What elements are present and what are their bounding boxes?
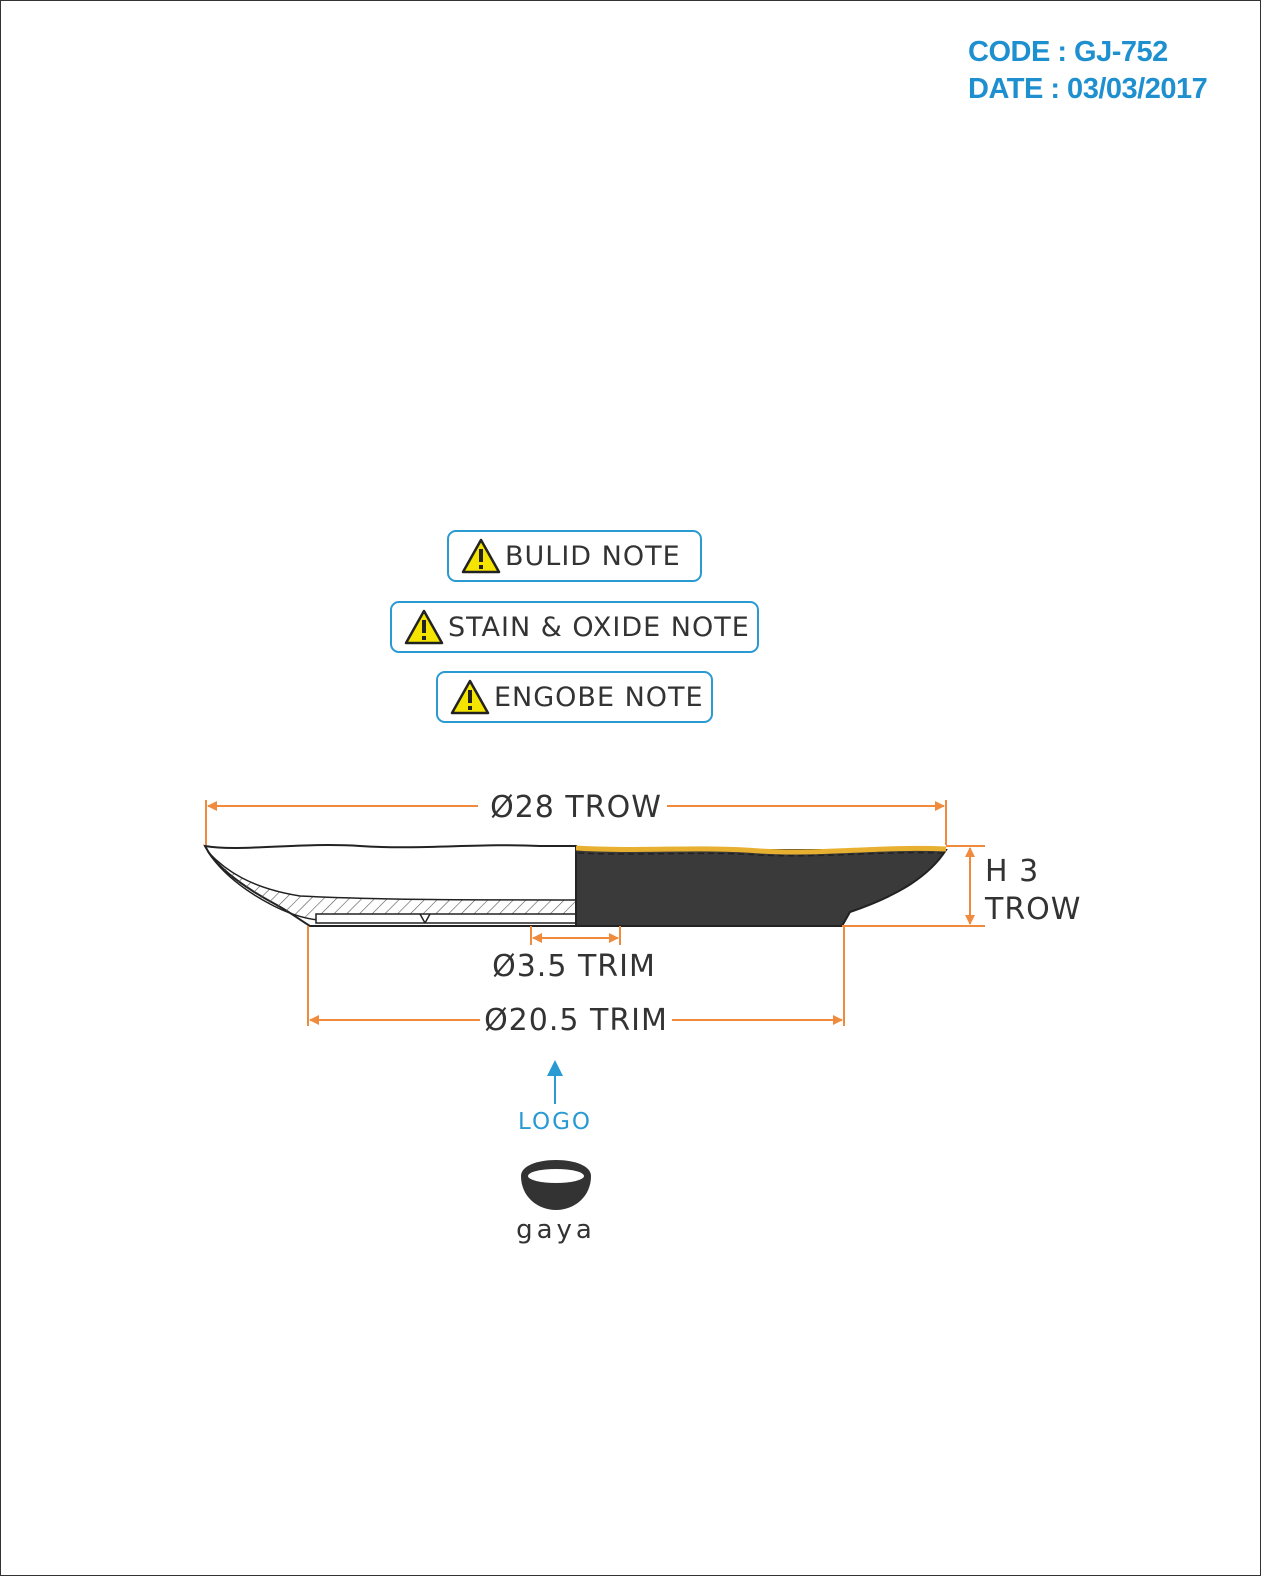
logo-callout: LOGO: [518, 1060, 592, 1135]
warning-icon: [450, 679, 490, 715]
plate-cross-section: [203, 844, 577, 927]
warning-icon: [404, 609, 444, 645]
title-block: CODE : GJ-752 DATE : 03/03/2017: [968, 34, 1208, 108]
dimension-height: H 3 TROW: [842, 845, 1081, 927]
plate-glazed-half: [575, 845, 948, 927]
height-label-line1: H 3: [985, 854, 1039, 889]
warning-icon: [461, 538, 501, 574]
drawing-date: DATE : 03/03/2017: [968, 73, 1208, 105]
arrow-up-icon: [547, 1060, 563, 1076]
top-diameter-label: Ø28 TROW: [490, 790, 662, 825]
dimension-base-diameter: Ø20.5 TRIM: [307, 926, 845, 1038]
brand-name: gaya: [516, 1215, 596, 1245]
dimension-top-diameter: Ø28 TROW: [205, 790, 947, 845]
gaya-logo: gaya: [516, 1160, 596, 1245]
engobe-note-button[interactable]: ENGOBE NOTE: [436, 671, 713, 723]
build-note-label: BULID NOTE: [505, 540, 681, 572]
inner-diameter-label: Ø3.5 TRIM: [492, 949, 656, 984]
engobe-note-label: ENGOBE NOTE: [494, 681, 704, 713]
logo-label: LOGO: [518, 1109, 592, 1135]
height-label-line2: TROW: [984, 892, 1081, 927]
dimension-inner-diameter: Ø3.5 TRIM: [492, 926, 656, 984]
base-diameter-label: Ø20.5 TRIM: [484, 1003, 668, 1038]
stain-oxide-note-label: STAIN & OXIDE NOTE: [448, 611, 750, 643]
product-code: CODE : GJ-752: [968, 36, 1168, 68]
stain-oxide-note-button[interactable]: STAIN & OXIDE NOTE: [390, 601, 759, 653]
build-note-button[interactable]: BULID NOTE: [447, 530, 702, 582]
